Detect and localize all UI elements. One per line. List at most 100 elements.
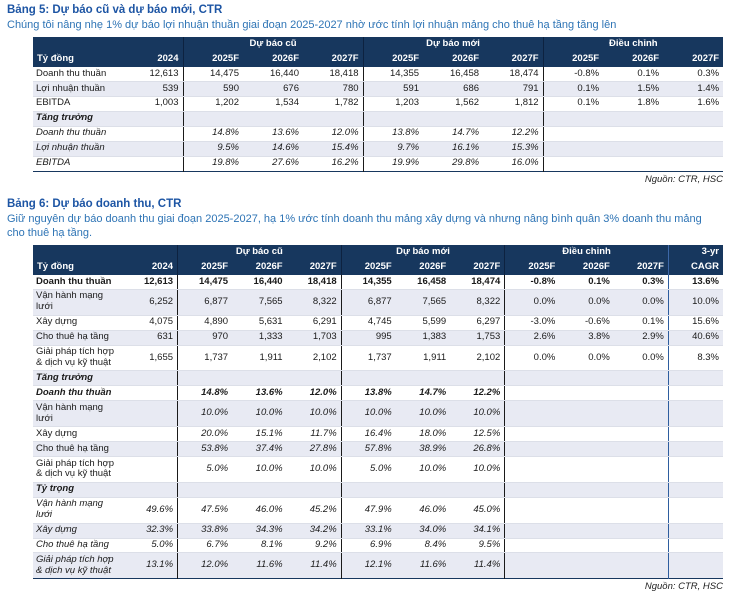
cell-value: 1,753 [450,330,505,346]
cell-value [504,552,560,579]
cell-value: 19.8% [182,156,243,172]
table-row: Vận hành mạng lưới 6,252 6,877 7,565 8,322 6,… [33,289,723,316]
cell-value: 5.0% [340,456,396,483]
row-label: Tỷ trọng [33,481,123,498]
cell-value: 27.6% [272,157,299,169]
table-row: Doanh thu thuần 14.8% 13.6% 12.0% 13.8% 14.7%… [33,385,723,402]
cell-value: 16.4% [340,426,396,443]
table6-subtitle: Giữ nguyên dự báo doanh thu giai đoạn 20… [7,212,702,239]
column-header: 2027F [663,52,724,68]
cell-value [613,456,669,483]
cell-value: 4,075 [123,315,178,331]
cell-value: 16.2% [331,157,359,169]
cell-value [123,456,178,483]
cell-value [504,523,560,539]
cell-value: 18,474 [483,67,544,83]
cell-value: 1,911 [395,345,451,372]
cell-value: 11.6% [419,559,447,571]
cell-value [613,441,669,458]
cell-value: 0.0% [613,345,669,372]
table5-source: Nguồn: CTR, HSC [644,173,723,185]
row-label: Doanh thu thuần [33,275,123,290]
cell-value: 8,322 [450,289,505,316]
column-header: 2026F [232,260,287,276]
cell-value: 1,812 [483,96,544,112]
column-header: 2027F [450,260,505,276]
cell-value: 1.5% [603,81,664,97]
cell-value: 11.4% [474,559,501,571]
column-header: 2024 [123,260,178,276]
cell-value: 15.1% [232,426,287,443]
cell-value [603,110,664,127]
cell-value: 2,102 [286,345,342,372]
cell-value [663,141,724,157]
cell-value: 34.1% [450,523,505,539]
cell-value [504,426,560,443]
cell-value: 29.8% [452,157,480,169]
column-header: 2027F [286,260,342,276]
group-header-spacer [33,245,178,261]
cell-value [663,126,724,142]
cell-value: 14,475 [182,67,243,83]
row-label: Doanh thu thuần [33,385,123,402]
cell-value: 10.0% [450,456,505,483]
cell-value: 18,418 [303,67,364,83]
cell-value [559,481,614,498]
table-row: Tăng trưởng [33,370,723,387]
cell-value [123,441,178,458]
cell-value: 1,383 [395,330,451,346]
cell-value [232,370,287,387]
cell-value [667,400,723,428]
column-group-header: Điều chỉnh [504,245,669,261]
year-header-row: Tỷ đồng 2024 2025F 2026F 2027F 2025F 2026F 2027… [33,260,723,276]
cell-value [667,538,723,554]
table-row: Cho thuê hạ tầng 631 970 1,333 1,703 995 1,383… [33,330,723,346]
cell-value: 3.8% [559,330,614,346]
cell-value: 995 [340,330,396,346]
cell-value: 11.4% [310,559,337,571]
table5-title: Bảng 5: Dự báo cũ và dự báo mới, CTR [7,4,223,16]
cell-value: 37.4% [232,441,287,458]
table6-source: Nguồn: CTR, HSC [644,581,723,593]
cell-value [613,426,669,443]
table6-title: Bảng 6: Dự báo doanh thu, CTR [7,197,182,210]
cell-value: 5,599 [395,315,451,331]
cell-value: 45.0% [450,497,505,524]
cell-value: 631 [123,330,178,346]
cell-value [286,370,342,387]
cell-value [613,400,669,428]
table-row: Lợi nhuận thuần 9.5% 14.6% 15.4% 9.7% 16.1% 15… [33,141,724,157]
cell-value: 1,202 [182,96,243,112]
column-header: 2025F [340,260,396,276]
cell-value: 9.7% [362,141,424,157]
column-header: 2026F [423,52,484,68]
year-header-row: Tỷ đồng 2024 2025F 2026F 2027F 2025F 2026F 2027… [33,52,724,68]
cell-value: 0.0% [613,289,669,316]
cell-value: 1.4% [663,81,724,97]
cell-value: 10.0% [450,400,505,428]
cell-value: 6,297 [450,315,505,331]
cell-value: 2.9% [613,330,669,346]
cell-value: 16.1% [423,141,484,157]
cell-value: 16,440 [243,67,303,83]
cell-value: 12.5% [450,426,505,443]
column-header: 2025F [177,260,233,276]
cell-value: 10.0% [286,400,342,428]
cell-value [613,497,669,524]
cell-value [667,552,723,579]
cell-value [123,426,178,443]
cell-value: 8,322 [286,289,342,316]
cell-value [559,456,614,483]
cell-value: 1,333 [232,330,287,346]
cell-value: 4,745 [340,315,396,331]
column-group-header: Dự báo cũ [182,37,364,53]
cell-value: 10.0% [177,400,233,428]
cell-value: 49.6% [123,497,178,524]
cell-value: 26.8% [450,441,505,458]
cell-value: 10.0% [395,400,451,428]
cell-value: 10.0% [232,400,287,428]
cell-value [542,141,604,157]
row-label: Tăng trưởng [33,370,123,387]
cell-value [613,385,669,402]
cell-value: 13.8% [340,385,396,402]
